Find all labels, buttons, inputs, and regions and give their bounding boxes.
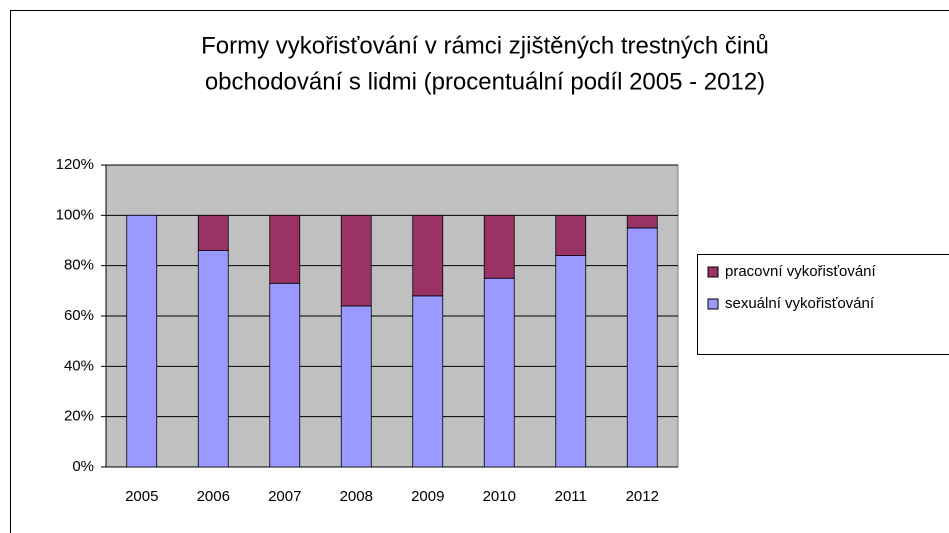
legend-swatch xyxy=(707,266,719,278)
y-tick-label: 0% xyxy=(72,458,94,475)
bar-segment xyxy=(483,214,515,279)
bar-segment xyxy=(412,214,444,297)
x-tick-label: 2005 xyxy=(125,488,158,505)
bar-segment xyxy=(197,250,229,468)
x-tick-label: 2012 xyxy=(626,488,659,505)
y-tick-label: 40% xyxy=(64,357,94,374)
bar-segment xyxy=(483,277,515,468)
legend-label: pracovní vykořisťování xyxy=(725,263,877,280)
legend-label: sexuální vykořisťování xyxy=(725,295,875,312)
bar-segment xyxy=(269,282,301,468)
bar-segment xyxy=(340,305,372,468)
legend-box xyxy=(697,254,949,355)
y-tick-label: 100% xyxy=(56,206,94,223)
y-tick-label: 120% xyxy=(56,156,94,173)
legend-swatch xyxy=(707,298,719,310)
x-tick-label: 2011 xyxy=(555,488,587,505)
x-tick-label: 2009 xyxy=(411,488,444,505)
bar-segment xyxy=(626,214,658,229)
bar-segment xyxy=(269,214,301,284)
y-tick-label: 60% xyxy=(64,307,94,324)
bar-segment xyxy=(340,214,372,307)
chart-title: Formy vykořisťování v rámci zjištěných t… xyxy=(201,32,769,59)
x-tick-label: 2006 xyxy=(197,488,230,505)
bar-segment xyxy=(197,214,229,251)
y-tick-label: 20% xyxy=(64,408,94,425)
y-tick-label: 80% xyxy=(64,257,94,274)
x-tick-label: 2010 xyxy=(483,488,516,505)
bar-segment xyxy=(555,255,587,468)
bar-segment xyxy=(555,214,587,256)
bar-segment xyxy=(626,227,658,468)
x-tick-label: 2008 xyxy=(340,488,373,505)
chart-title: obchodování s lidmi (procentuální podíl … xyxy=(205,68,765,95)
bar-segment xyxy=(126,214,158,468)
bar-segment xyxy=(412,295,444,468)
x-tick-label: 2007 xyxy=(268,488,301,505)
